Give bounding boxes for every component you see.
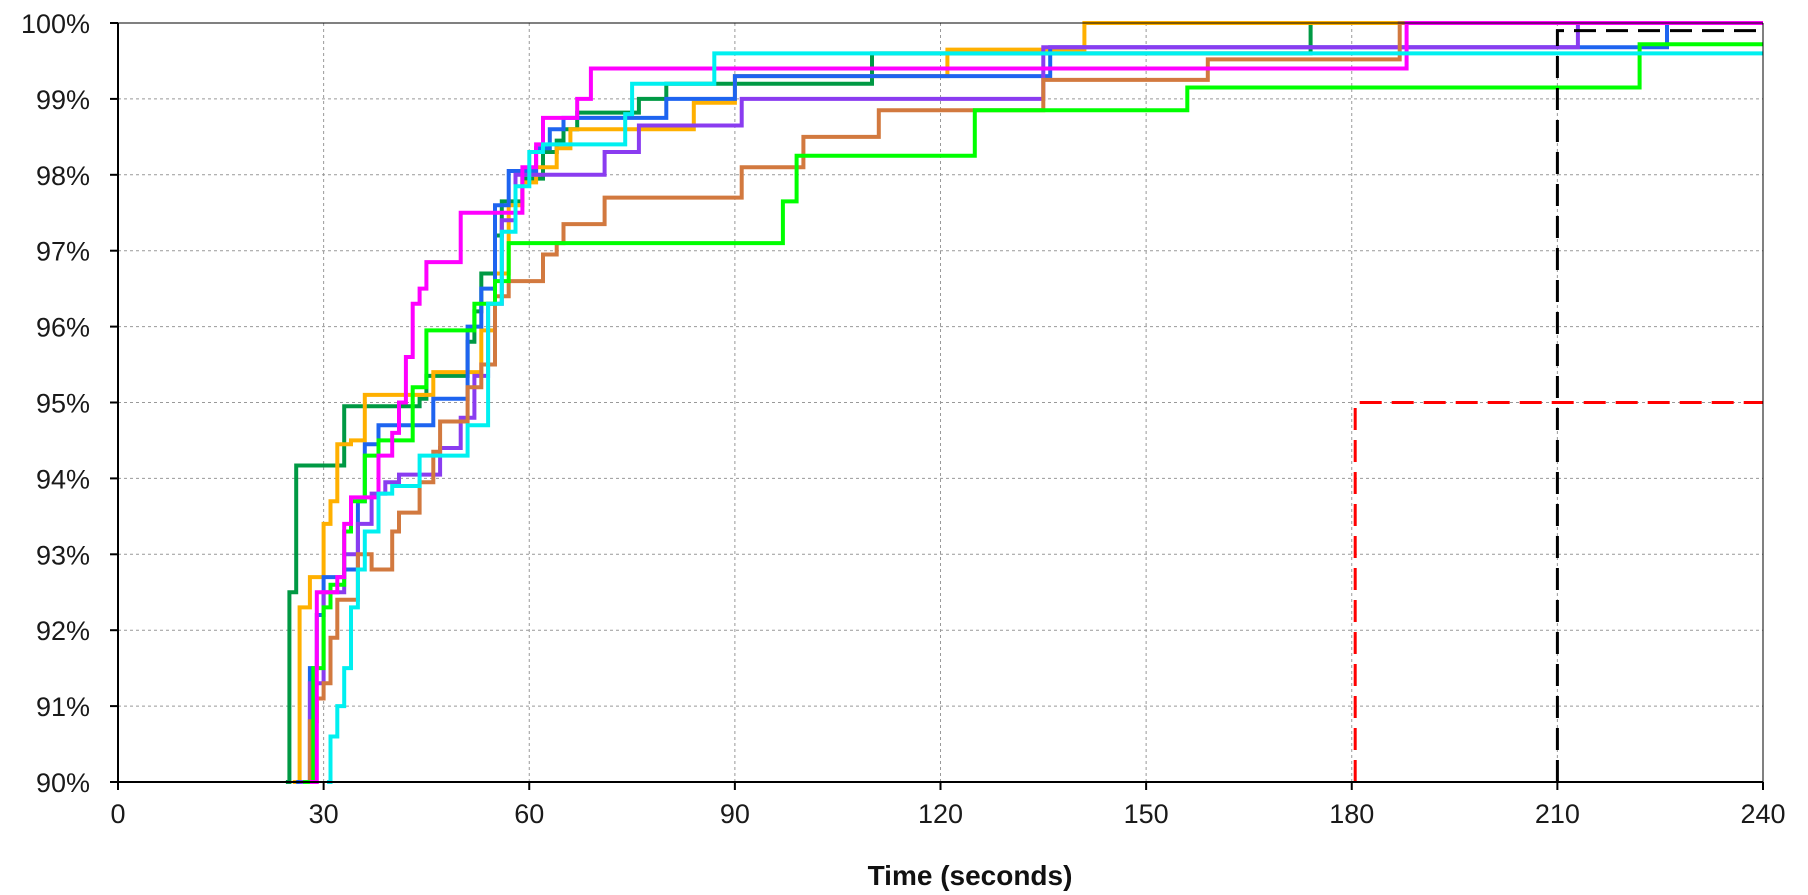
series-line-8 — [327, 51, 1763, 784]
axis-layer — [110, 22, 1764, 790]
series-line-7 — [309, 21, 1763, 784]
x-tick-label: 60 — [514, 799, 544, 829]
tick-labels-layer: 0 30 60 90 120 150 180 210 240 90% 91% 92% 93% 94% 95%… — [21, 9, 1786, 829]
y-tick-label: 100% — [21, 9, 90, 39]
x-tick-label: 90 — [720, 799, 750, 829]
reference-line-2 — [1555, 29, 1763, 782]
y-tick-label: 92% — [36, 616, 90, 646]
series-line-6 — [303, 42, 1763, 784]
x-tick-label: 210 — [1535, 799, 1580, 829]
y-tick-label: 98% — [36, 161, 90, 191]
series-layer — [285, 21, 1763, 784]
x-tick-label: 240 — [1740, 799, 1785, 829]
y-tick-label: 91% — [36, 692, 90, 722]
x-tick-label: 150 — [1124, 799, 1169, 829]
y-tick-label: 99% — [36, 85, 90, 115]
x-axis-title: Time (seconds) — [868, 860, 1073, 891]
x-tick-label: 30 — [309, 799, 339, 829]
y-tick-label: 93% — [36, 540, 90, 570]
x-tick-label: 180 — [1329, 799, 1374, 829]
x-tick-label: 120 — [918, 799, 963, 829]
y-tick-label: 94% — [36, 464, 90, 494]
y-tick-label: 97% — [36, 237, 90, 267]
reference-line-1 — [1353, 401, 1763, 782]
x-tick-label: 0 — [110, 799, 125, 829]
y-tick-label: 96% — [36, 313, 90, 343]
y-tick-label: 90% — [36, 768, 90, 798]
reference-lines-layer — [1353, 29, 1763, 782]
y-tick-label: 95% — [36, 389, 90, 419]
